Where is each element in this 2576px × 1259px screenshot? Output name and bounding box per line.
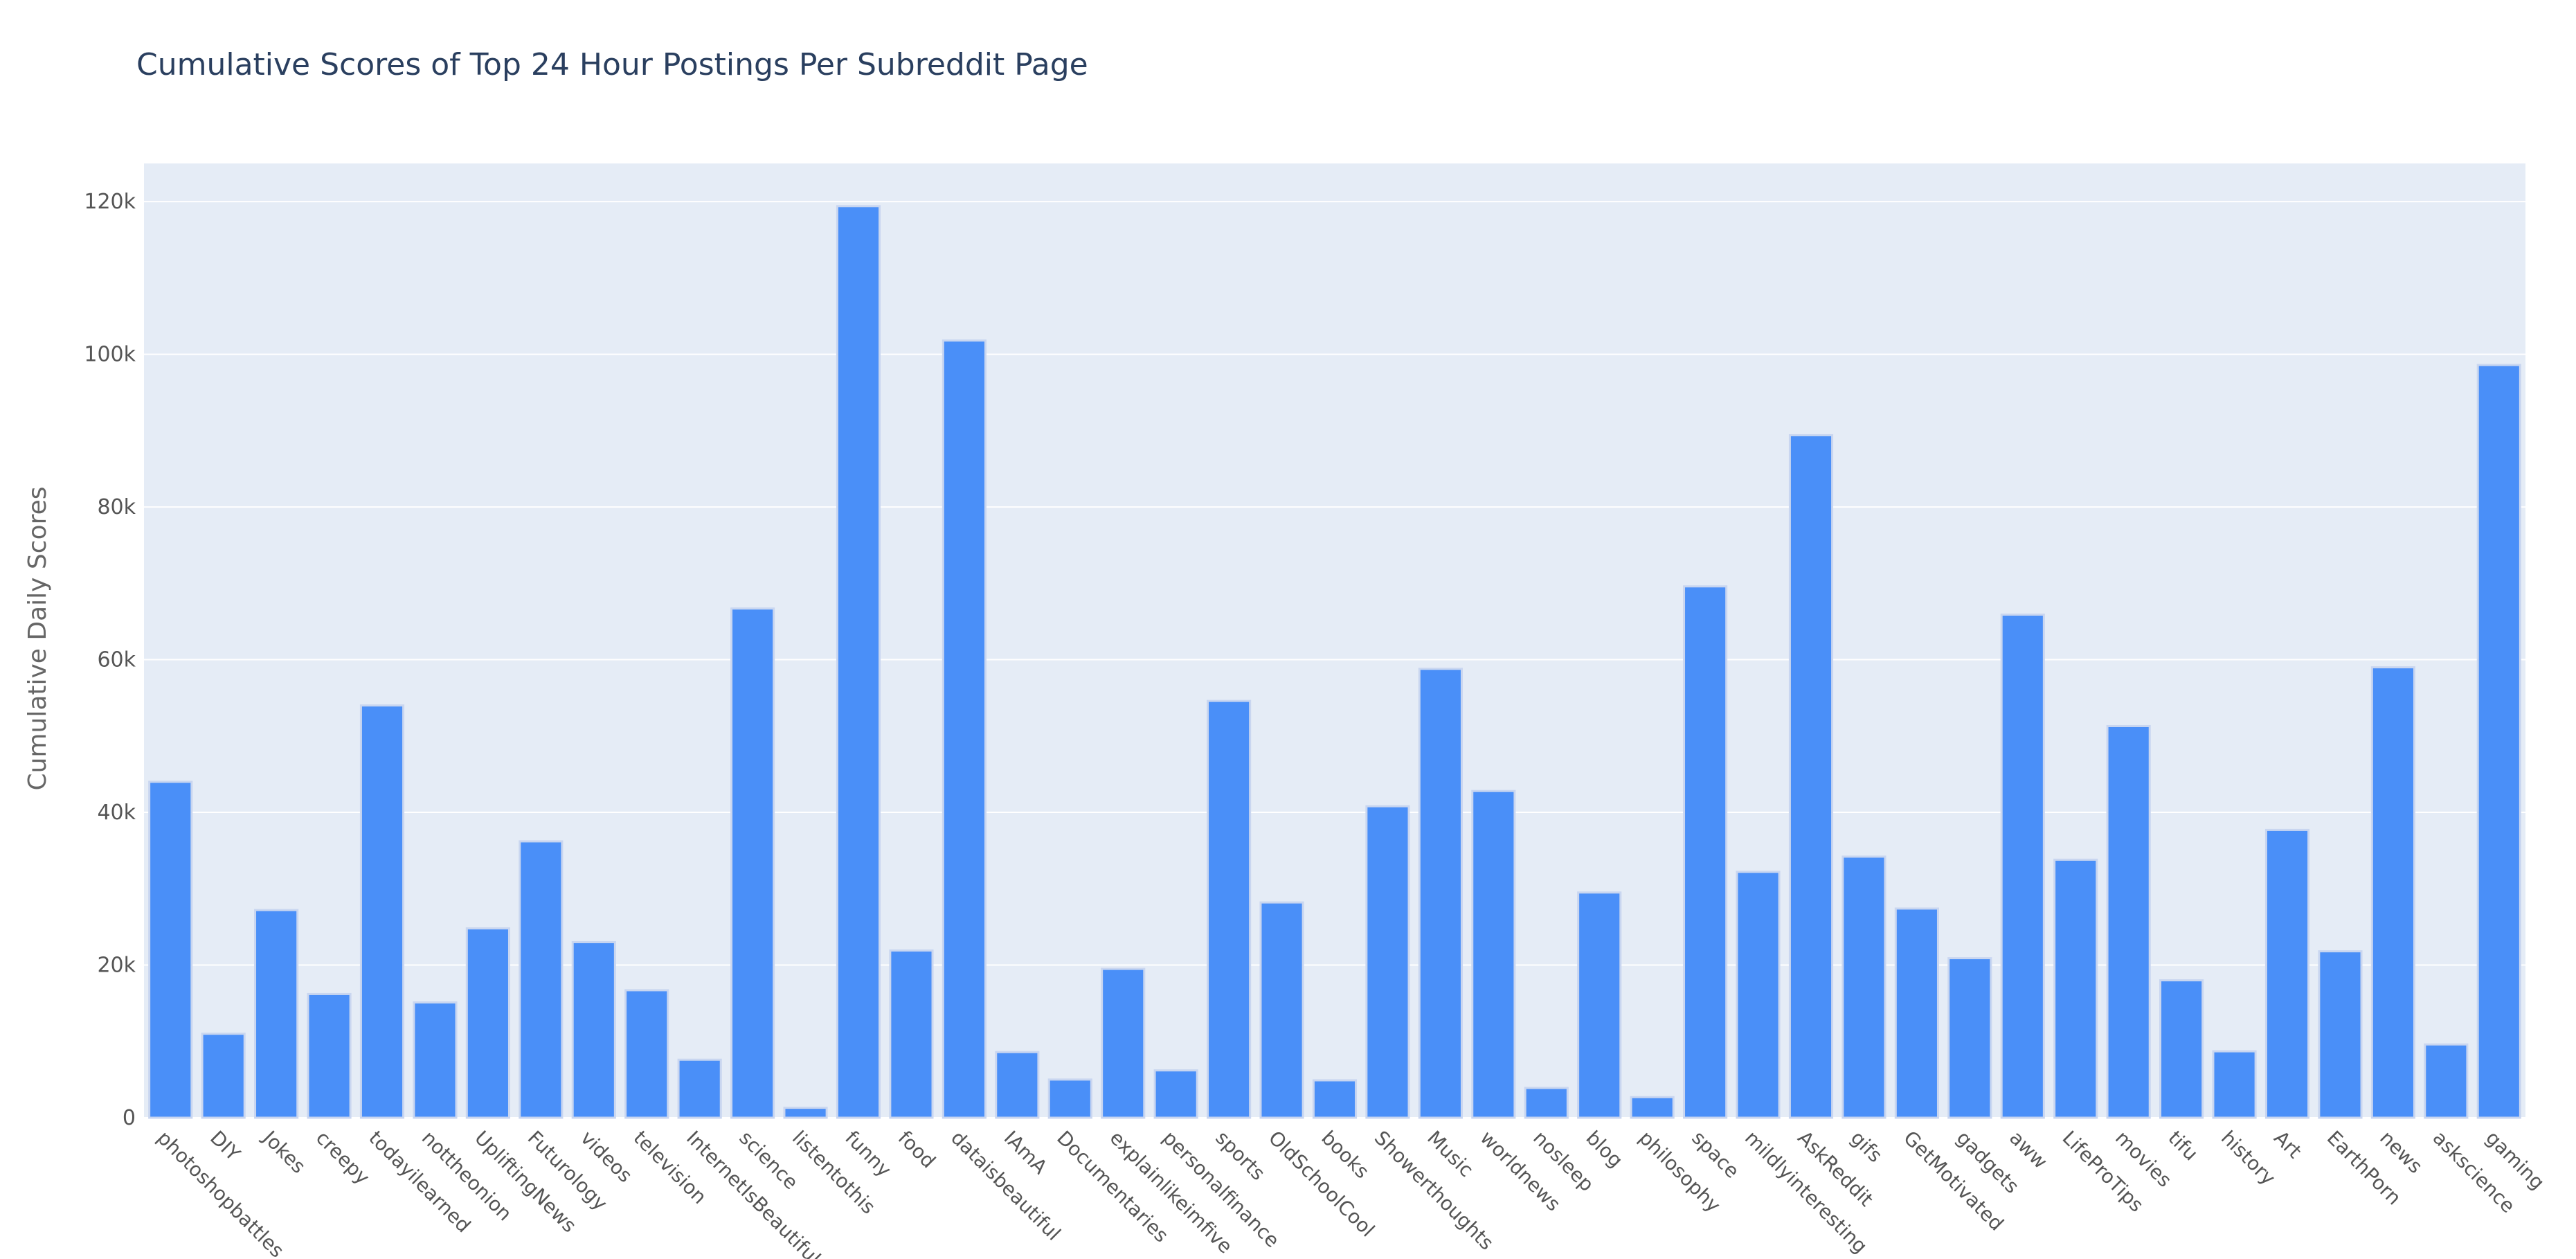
x-tick-label: blog: [1582, 1126, 1628, 1172]
x-tick-label: aww: [2005, 1126, 2052, 1173]
bar-listentothis: [783, 1107, 828, 1119]
x-tick-label: creepy: [312, 1126, 375, 1189]
y-axis-label: Cumulative Daily Scores: [24, 486, 52, 790]
bar-news: [2370, 666, 2415, 1119]
bar-history: [2212, 1050, 2257, 1119]
bar-nosleep: [1524, 1087, 1569, 1119]
bar-videos: [571, 940, 616, 1119]
bar-science: [730, 607, 775, 1119]
bar-aww: [2000, 614, 2045, 1119]
bar-IAmA: [995, 1051, 1040, 1119]
bar-photoshopbattles: [148, 780, 193, 1119]
bar-askscience: [2424, 1043, 2469, 1119]
x-tick-label: tifu: [2163, 1126, 2202, 1165]
y-tick-label: 40k: [97, 801, 136, 825]
bar-television: [624, 989, 669, 1119]
bar-todayilearned: [359, 704, 405, 1119]
y-tick-label: 60k: [97, 648, 136, 672]
bar-dataisbeautiful: [942, 339, 987, 1119]
x-tick-label: DIY: [206, 1126, 245, 1166]
y-tick-label: 120k: [84, 190, 136, 214]
bar-LifeProTips: [2053, 858, 2098, 1119]
bar-Music: [1418, 668, 1463, 1119]
bar-UpliftingNews: [465, 927, 510, 1119]
bar-sports: [1207, 699, 1252, 1119]
bar-AskReddit: [1788, 434, 1834, 1119]
bar-books: [1312, 1079, 1358, 1119]
chart-title: Cumulative Scores of Top 24 Hour Posting…: [136, 47, 1088, 82]
x-tick-label: Art: [2269, 1126, 2306, 1163]
bar-Showerthoughts: [1365, 805, 1410, 1119]
bar-gifs: [1841, 855, 1886, 1119]
bar-space: [1683, 585, 1728, 1119]
bar-Futurology: [519, 840, 564, 1119]
bar-OldSchoolCool: [1259, 901, 1304, 1119]
bar-worldnews: [1471, 789, 1516, 1119]
bar-Jokes: [254, 909, 299, 1119]
y-tick-label: 0: [123, 1106, 136, 1130]
bar-DIY: [201, 1033, 246, 1119]
x-tick-label: Jokes: [258, 1125, 310, 1178]
bar-philosophy: [1630, 1096, 1675, 1119]
bar-blog: [1577, 891, 1622, 1119]
y-tick-label: 20k: [97, 954, 136, 978]
bar-nottheonion: [413, 1001, 458, 1119]
bars: [148, 205, 2521, 1119]
bar-food: [889, 949, 934, 1119]
bar-mildlyinteresting: [1736, 870, 1781, 1119]
bar-tifu: [2159, 979, 2204, 1119]
bar-movies: [2106, 724, 2151, 1119]
x-tick-label: gifs: [1846, 1126, 1887, 1167]
bar-InternetIsBeautiful: [677, 1058, 722, 1119]
bar-funny: [836, 205, 881, 1119]
y-axis: 0 20k 40k 60k 80k 100k 120k: [84, 190, 136, 1130]
bar-gaming: [2476, 364, 2521, 1119]
bar-GetMotivated: [1894, 907, 1939, 1119]
bar-explainlikeimfive: [1101, 967, 1146, 1119]
bar-creepy: [307, 992, 352, 1119]
x-tick-label: history: [2217, 1126, 2280, 1189]
x-tick-label: food: [894, 1126, 940, 1172]
y-tick-label: 100k: [84, 343, 136, 367]
y-tick-label: 80k: [97, 495, 136, 519]
bar-personalfinance: [1153, 1069, 1198, 1119]
bar-gadgets: [1947, 957, 1992, 1119]
bar-EarthPorn: [2318, 950, 2363, 1119]
bar-Art: [2264, 828, 2310, 1119]
bar-Documentaries: [1047, 1078, 1092, 1119]
